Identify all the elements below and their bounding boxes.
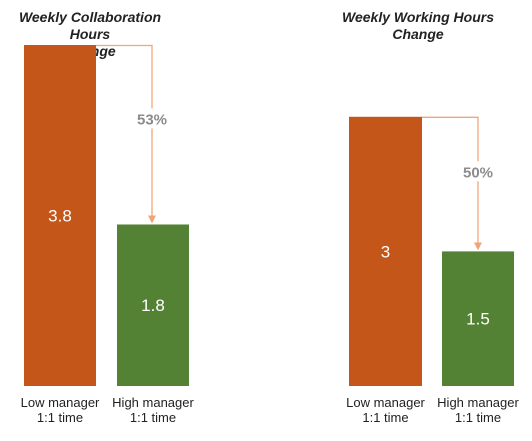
category-label-line: Low manager (346, 395, 425, 410)
chart-title-line: Weekly Collaboration Hours (18, 9, 162, 42)
category-label-line: Low manager (20, 395, 100, 410)
bar-low-manager (349, 116, 422, 386)
category-label-line: 1:1 time (362, 410, 409, 425)
category-label: Low manager 1:1 time (331, 395, 441, 425)
bar-low-manager (24, 45, 96, 386)
bar-high-manager (442, 251, 514, 386)
change-arrow (422, 116, 482, 251)
category-label: High manager 1:1 time (423, 395, 532, 425)
bar-value-label: 3 (381, 242, 390, 261)
change-percent-label: 50% (463, 164, 493, 181)
bar-value-label: 1.8 (141, 296, 165, 315)
category-label-line: 1:1 time (129, 410, 177, 425)
change-arrow (96, 44, 156, 224)
category-label-line: 1:1 time (454, 410, 502, 425)
bar-high-manager (117, 224, 189, 386)
category-label-line: High manager (437, 395, 519, 410)
category-label: High manager 1:1 time (98, 395, 208, 425)
change-percent-label: 53% (137, 111, 167, 128)
bar-value-label: 3.8 (48, 207, 72, 226)
chart-title-working: Weekly Working Hours Change (328, 9, 508, 43)
change-label-backdrop (132, 108, 172, 129)
category-label: Low manager 1:1 time (5, 395, 115, 425)
category-label-line: High manager (112, 395, 194, 410)
chart-title-line: Change (392, 26, 444, 42)
change-label-backdrop (458, 161, 498, 182)
chart-title-line: Weekly Working Hours (342, 9, 494, 25)
bar-value-label: 1.5 (466, 310, 490, 329)
category-label-line: 1:1 time (36, 410, 84, 425)
